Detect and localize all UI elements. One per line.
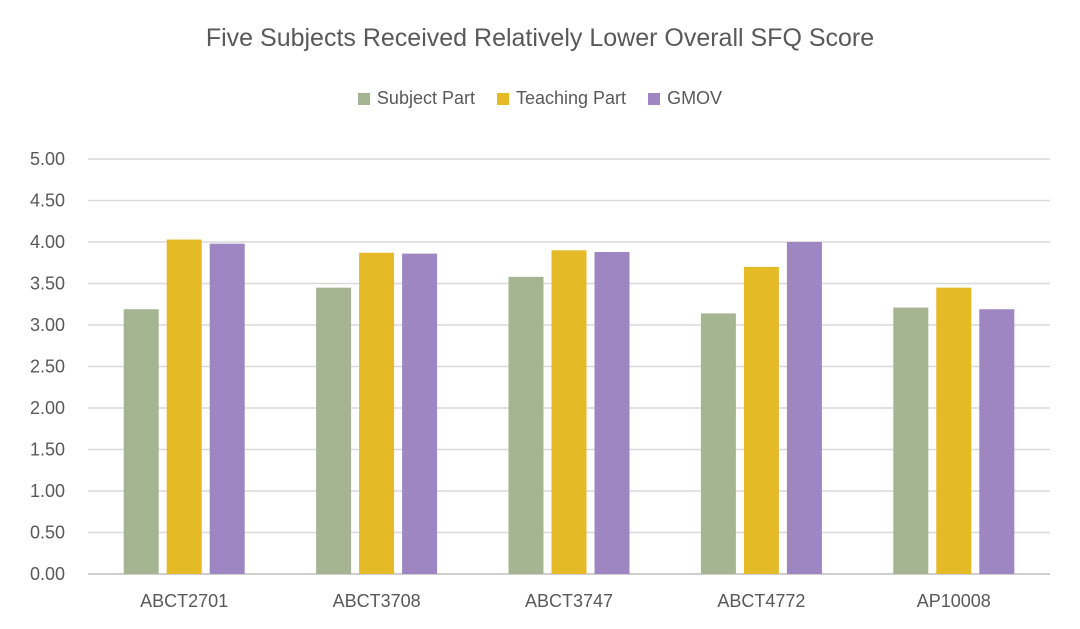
x-tick-label: ABCT2701 — [140, 591, 228, 611]
legend-label: Teaching Part — [515, 88, 627, 108]
legend: Subject Part Teaching Part GMOV — [0, 88, 1080, 109]
y-tick-label: 2.50 — [30, 357, 65, 377]
bar-teaching-part-abct2701 — [166, 239, 202, 574]
bar-subject-part-abct4772 — [700, 313, 736, 574]
bar-teaching-part-ap10008 — [936, 287, 972, 574]
y-tick-label: 5.00 — [30, 149, 65, 169]
y-tick-label: 2.00 — [30, 398, 65, 418]
bar-subject-part-abct3747 — [508, 276, 544, 574]
legend-swatch — [496, 92, 509, 105]
bar-subject-part-abct2701 — [123, 309, 159, 574]
x-tick-label: ABCT4772 — [717, 591, 805, 611]
x-tick-label: ABCT3708 — [333, 591, 421, 611]
legend-swatch — [648, 92, 661, 105]
y-tick-label: 1.50 — [30, 440, 65, 460]
bar-gmov-abct4772 — [786, 242, 822, 574]
bar-teaching-part-abct3747 — [551, 250, 587, 575]
y-tick-label: 4.00 — [30, 232, 65, 252]
y-tick-label: 1.00 — [30, 481, 65, 501]
y-tick-label: 0.00 — [30, 564, 65, 584]
bar-teaching-part-abct4772 — [743, 266, 779, 574]
chart-title: Five Subjects Received Relatively Lower … — [205, 24, 875, 52]
x-tick-label: AP10008 — [917, 591, 991, 611]
bar-subject-part-ap10008 — [893, 307, 929, 574]
y-tick-label: 3.00 — [30, 315, 65, 335]
legend-item-gmov: GMOV — [648, 88, 722, 109]
legend-label: Subject Part — [376, 88, 475, 108]
legend-item-teaching-part: Teaching Part — [496, 88, 627, 109]
y-tick-label: 4.50 — [30, 191, 65, 211]
legend-label: GMOV — [667, 88, 723, 108]
bar-gmov-abct2701 — [209, 243, 245, 574]
legend-item-subject-part: Subject Part — [357, 88, 475, 109]
bar-gmov-ap10008 — [979, 309, 1015, 574]
bar-gmov-abct3747 — [594, 251, 630, 574]
y-tick-label: 0.50 — [30, 523, 65, 543]
y-tick-label: 3.50 — [30, 274, 65, 294]
bar-teaching-part-abct3708 — [359, 252, 395, 575]
x-tick-label: ABCT3747 — [525, 591, 613, 611]
bar-subject-part-abct3708 — [316, 287, 352, 574]
legend-swatch — [357, 92, 370, 105]
bar-gmov-abct3708 — [402, 253, 438, 574]
